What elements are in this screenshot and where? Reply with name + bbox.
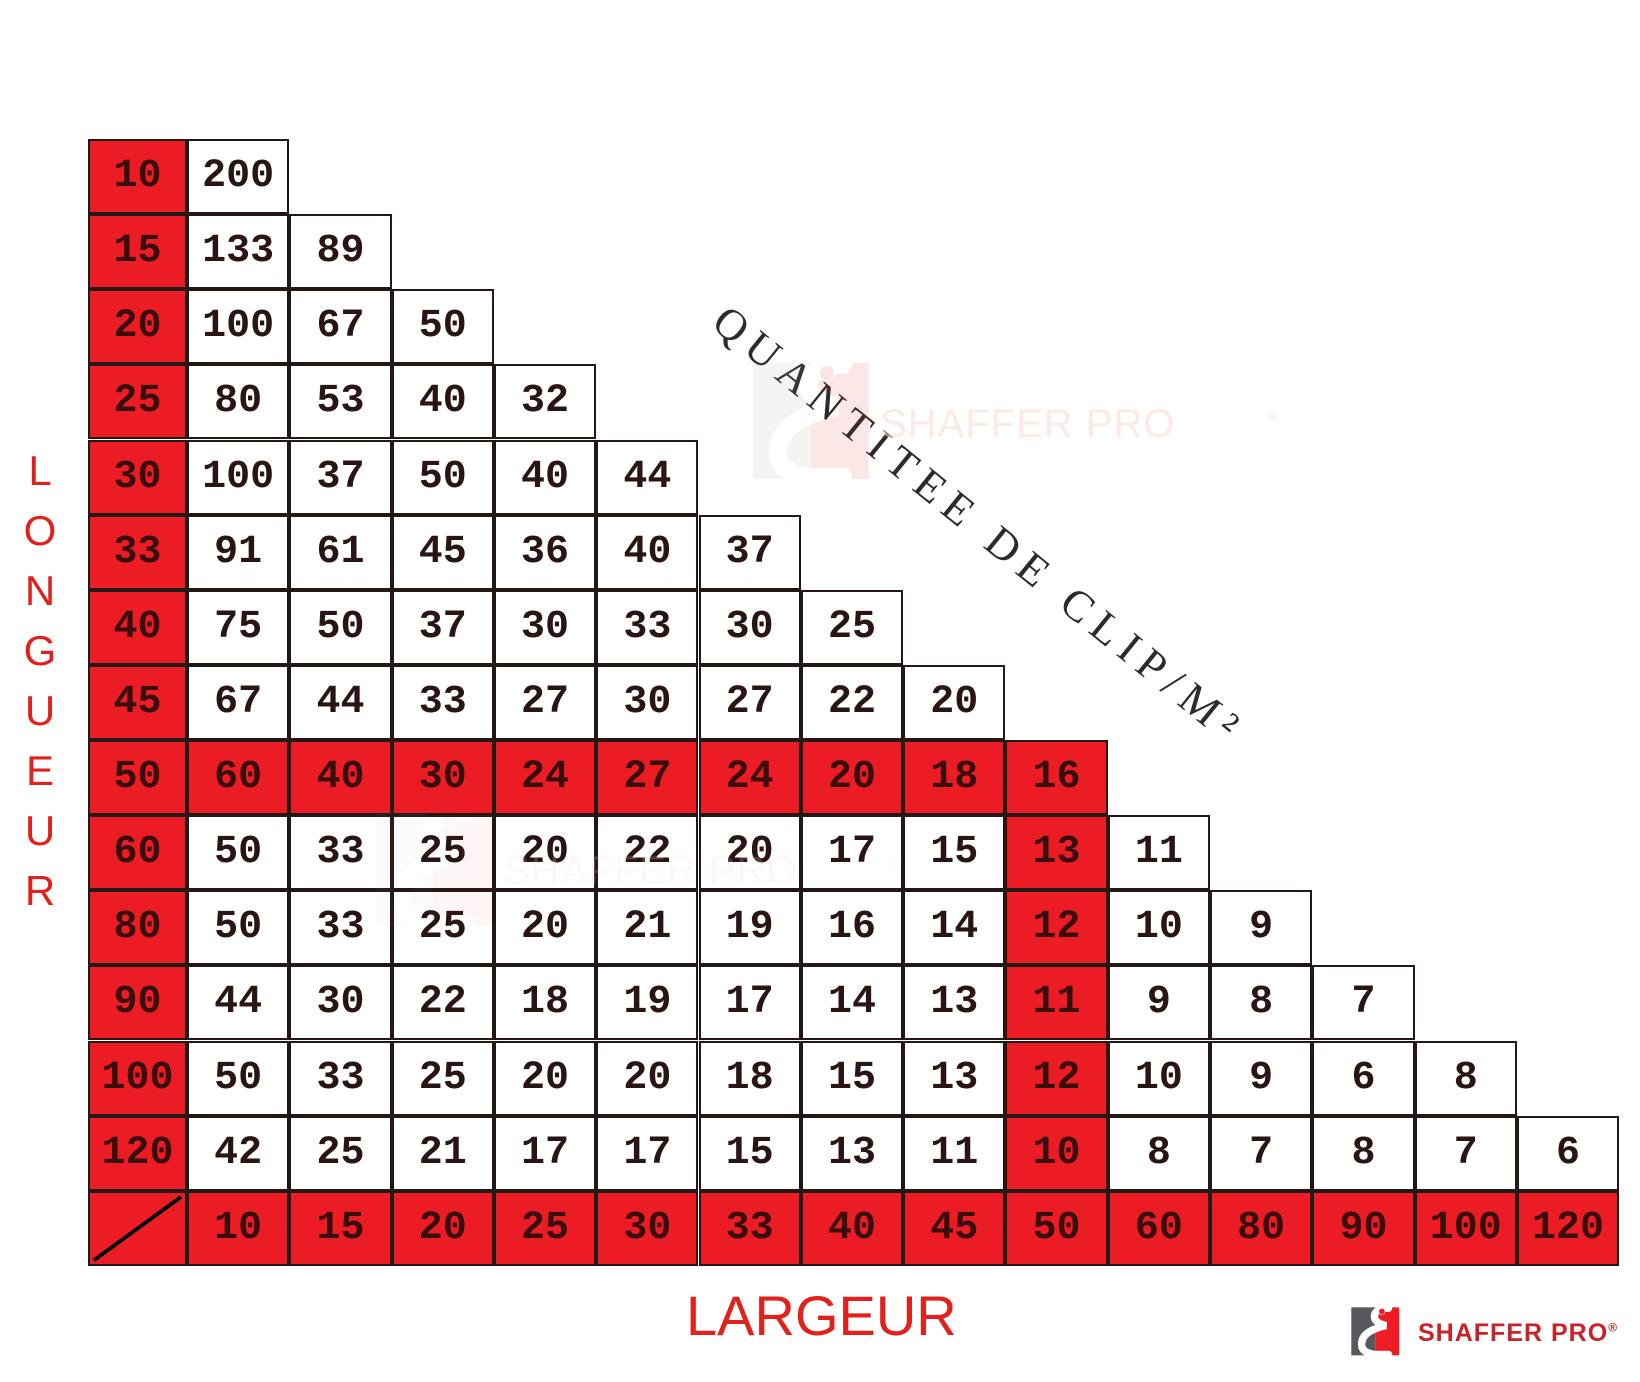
svg-text:®: ® [1268,408,1279,424]
svg-text:SHAFFER PRO: SHAFFER PRO [880,405,1175,445]
